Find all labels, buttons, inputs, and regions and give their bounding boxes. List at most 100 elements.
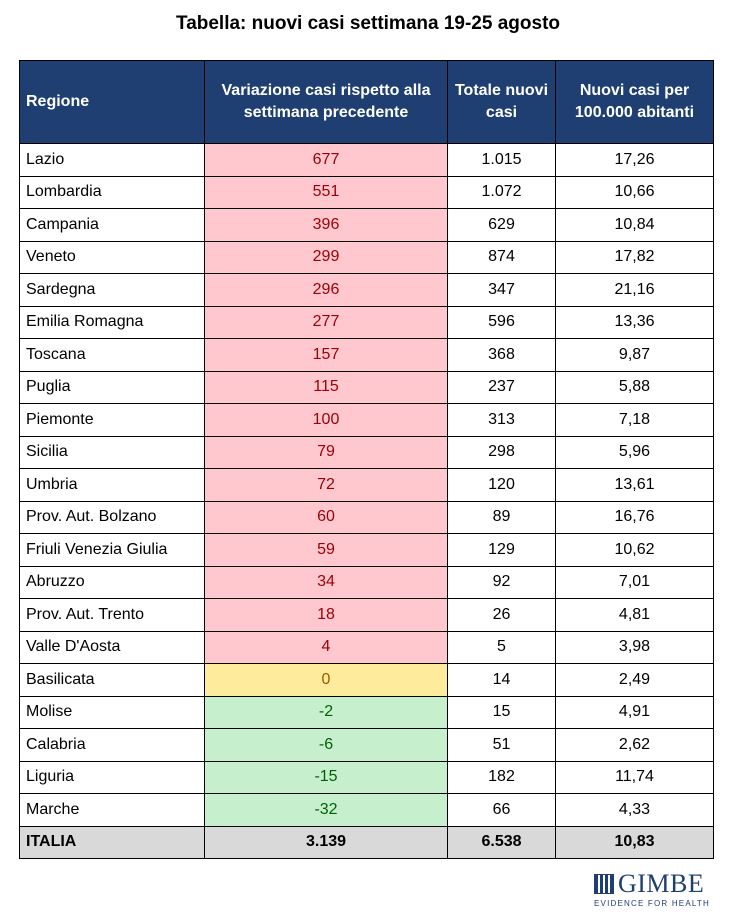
table-row: Piemonte 100 313 7,18	[19, 403, 714, 437]
logo-tagline: EVIDENCE FOR HEALTH	[594, 899, 710, 908]
region-cell: Veneto	[19, 240, 205, 274]
table-row: Prov. Aut. Bolzano 60 89 16,76	[19, 500, 714, 534]
variation-cell: 59	[204, 533, 448, 567]
total-cell: 1.072	[447, 175, 556, 209]
variation-cell: 0	[204, 663, 448, 697]
variation-cell: 551	[204, 175, 448, 209]
variation-cell: 296	[204, 273, 448, 307]
table-row: Lombardia 551 1.072 10,66	[19, 175, 714, 209]
total-cell: 26	[447, 598, 556, 632]
total-cell: 120	[447, 468, 556, 502]
total-cell: 347	[447, 273, 556, 307]
total-cell: 92	[447, 565, 556, 599]
total-cell: 51	[447, 728, 556, 762]
header-region: Regione	[19, 60, 205, 144]
region-cell: Sicilia	[19, 435, 205, 469]
table-row: Sardegna 296 347 21,16	[19, 273, 714, 307]
region-cell: Molise	[19, 695, 205, 729]
variation-cell: 157	[204, 338, 448, 372]
total-cell: 298	[447, 435, 556, 469]
region-cell: Abruzzo	[19, 565, 205, 599]
per100k-cell: 5,96	[555, 435, 714, 469]
total-cell: 1.015	[447, 143, 556, 177]
variation-cell: 277	[204, 305, 448, 339]
variation-cell: 115	[204, 370, 448, 404]
per100k-cell: 2,49	[555, 663, 714, 697]
table-row: Lazio 677 1.015 17,26	[19, 143, 714, 177]
table-row: Campania 396 629 10,84	[19, 208, 714, 242]
gimbe-logo-mark-icon	[594, 874, 614, 894]
cases-table: Regione Variazione casi rispetto alla se…	[19, 60, 714, 859]
table-row: Toscana 157 368 9,87	[19, 338, 714, 372]
total-cell: 5	[447, 630, 556, 664]
total-cell: 629	[447, 208, 556, 242]
region-cell: Puglia	[19, 370, 205, 404]
total-cell: 89	[447, 500, 556, 534]
region-cell: Lombardia	[19, 175, 205, 209]
region-cell: Piemonte	[19, 403, 205, 437]
table-title: Tabella: nuovi casi settimana 19-25 agos…	[176, 13, 560, 34]
per100k-cell: 13,61	[555, 468, 714, 502]
total-cell: 874	[447, 240, 556, 274]
total-region-cell: ITALIA	[19, 825, 205, 859]
variation-cell: 18	[204, 598, 448, 632]
table-row: Friuli Venezia Giulia 59 129 10,62	[19, 533, 714, 567]
variation-cell: 79	[204, 435, 448, 469]
variation-cell: 34	[204, 565, 448, 599]
variation-cell: -32	[204, 793, 448, 827]
region-cell: Umbria	[19, 468, 205, 502]
variation-cell: 299	[204, 240, 448, 274]
total-cell: 237	[447, 370, 556, 404]
per100k-cell: 5,88	[555, 370, 714, 404]
variation-cell: 72	[204, 468, 448, 502]
header-variation: Variazione casi rispetto alla settimana …	[204, 60, 448, 144]
variation-cell: 396	[204, 208, 448, 242]
variation-cell: 677	[204, 143, 448, 177]
per100k-cell: 3,98	[555, 630, 714, 664]
region-cell: Calabria	[19, 728, 205, 762]
variation-cell: -6	[204, 728, 448, 762]
variation-cell: 60	[204, 500, 448, 534]
per100k-cell: 4,33	[555, 793, 714, 827]
logo-name: GIMBE	[618, 869, 705, 898]
per100k-cell: 4,81	[555, 598, 714, 632]
per100k-cell: 2,62	[555, 728, 714, 762]
region-cell: Emilia Romagna	[19, 305, 205, 339]
per100k-cell: 21,16	[555, 273, 714, 307]
region-cell: Prov. Aut. Bolzano	[19, 500, 205, 534]
per100k-cell: 17,26	[555, 143, 714, 177]
region-cell: Sardegna	[19, 273, 205, 307]
per100k-cell: 10,84	[555, 208, 714, 242]
per100k-cell: 10,66	[555, 175, 714, 209]
variation-cell: 4	[204, 630, 448, 664]
region-cell: Prov. Aut. Trento	[19, 598, 205, 632]
table-header-row: Regione Variazione casi rispetto alla se…	[19, 60, 714, 144]
per100k-cell: 17,82	[555, 240, 714, 274]
table-row: Puglia 115 237 5,88	[19, 370, 714, 404]
per100k-cell: 16,76	[555, 500, 714, 534]
total-cell: 129	[447, 533, 556, 567]
table-row: Umbria 72 120 13,61	[19, 468, 714, 502]
table-row: Abruzzo 34 92 7,01	[19, 565, 714, 599]
variation-cell: 100	[204, 403, 448, 437]
region-cell: Toscana	[19, 338, 205, 372]
region-cell: Lazio	[19, 143, 205, 177]
region-cell: Marche	[19, 793, 205, 827]
header-total: Totale nuovi casi	[447, 60, 556, 144]
total-cell: 182	[447, 760, 556, 794]
variation-cell: -15	[204, 760, 448, 794]
per100k-cell: 11,74	[555, 760, 714, 794]
table-row: Marche -32 66 4,33	[19, 793, 714, 827]
table-row: Calabria -6 51 2,62	[19, 728, 714, 762]
per100k-cell: 10,62	[555, 533, 714, 567]
region-cell: Campania	[19, 208, 205, 242]
total-cell: 368	[447, 338, 556, 372]
table-row: Basilicata 0 14 2,49	[19, 663, 714, 697]
total-cell: 15	[447, 695, 556, 729]
total-cell: 596	[447, 305, 556, 339]
total-total-cell: 6.538	[447, 825, 556, 859]
total-cell: 14	[447, 663, 556, 697]
region-cell: Liguria	[19, 760, 205, 794]
table-row: Emilia Romagna 277 596 13,36	[19, 305, 714, 339]
per100k-cell: 7,01	[555, 565, 714, 599]
